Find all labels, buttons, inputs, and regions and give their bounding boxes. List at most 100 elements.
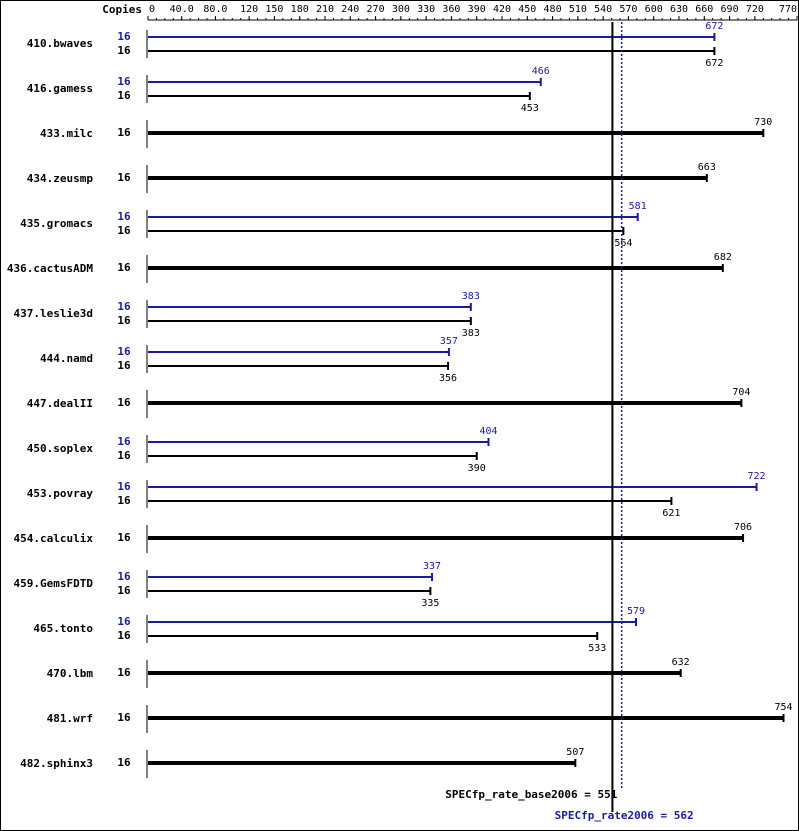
value-label: 383: [462, 328, 480, 339]
bar: [148, 401, 742, 405]
x-tick-label: 450: [518, 4, 536, 15]
category-label: 481.wrf: [47, 712, 93, 725]
category-label: 453.povray: [27, 487, 94, 500]
x-tick-label: 630: [670, 4, 688, 15]
value-label: 672: [705, 21, 723, 32]
x-tick-label: 600: [645, 4, 663, 15]
x-tick-label: 660: [695, 4, 713, 15]
copies-label: 16: [117, 300, 131, 313]
value-label: 754: [774, 702, 792, 713]
copies-header: Copies: [102, 3, 142, 16]
copies-label: 16: [117, 531, 131, 544]
category-label: 416.gamess: [27, 82, 93, 95]
value-label: 663: [698, 162, 716, 173]
value-label: 383: [462, 291, 480, 302]
value-label: 722: [748, 471, 766, 482]
bar: [148, 230, 624, 232]
copies-label: 16: [117, 44, 131, 57]
bar: [148, 441, 489, 443]
bar: [148, 671, 681, 675]
value-label: 337: [423, 561, 441, 572]
category-label: 437.leslie3d: [14, 307, 93, 320]
bar: [148, 36, 715, 38]
x-tick-label: 150: [265, 4, 283, 15]
value-label: 682: [714, 252, 732, 263]
value-label: 564: [614, 238, 632, 249]
x-tick-label: 480: [544, 4, 562, 15]
value-label: 466: [532, 66, 550, 77]
x-tick-label: 570: [619, 4, 637, 15]
bar: [148, 216, 638, 218]
category-label: 434.zeusmp: [27, 172, 94, 185]
x-tick-label: 210: [316, 4, 334, 15]
x-tick-label: 420: [493, 4, 511, 15]
copies-label: 16: [117, 570, 131, 583]
copies-label: 16: [117, 666, 131, 679]
value-label: 507: [566, 747, 584, 758]
bar: [148, 365, 449, 367]
value-label: 335: [421, 598, 439, 609]
reference-label: SPECfp_rate2006 = 562: [555, 809, 694, 822]
copies-label: 16: [117, 261, 131, 274]
copies-label: 16: [117, 435, 131, 448]
x-tick-label: 330: [417, 4, 435, 15]
copies-label: 16: [117, 396, 131, 409]
category-label: 436.cactusADM: [7, 262, 93, 275]
bar: [148, 455, 477, 457]
category-label: 433.milc: [40, 127, 93, 140]
copies-label: 16: [117, 314, 131, 327]
category-label: 435.gromacs: [20, 217, 93, 230]
copies-label: 16: [117, 615, 131, 628]
x-tick-label: 40.0: [170, 4, 194, 15]
value-label: 621: [662, 508, 680, 519]
bar: [148, 635, 598, 637]
bar: [148, 306, 471, 308]
category-label: 444.namd: [40, 352, 93, 365]
bar: [148, 131, 764, 135]
bar: [148, 351, 449, 353]
value-label: 704: [732, 387, 750, 398]
x-tick-label: 80.0: [203, 4, 227, 15]
bar: [148, 590, 431, 592]
x-tick-label: 720: [746, 4, 764, 15]
copies-label: 16: [117, 171, 131, 184]
value-label: 390: [468, 463, 486, 474]
category-label: 410.bwaves: [27, 37, 93, 50]
value-label: 356: [439, 373, 457, 384]
value-label: 404: [479, 426, 497, 437]
copies-label: 16: [117, 89, 131, 102]
copies-label: 16: [117, 711, 131, 724]
value-label: 453: [521, 103, 539, 114]
bar: [148, 761, 576, 765]
value-label: 533: [588, 643, 606, 654]
x-tick-label: 690: [721, 4, 739, 15]
category-label: 470.lbm: [47, 667, 94, 680]
value-label: 357: [440, 336, 458, 347]
x-tick-label: 240: [341, 4, 359, 15]
category-label: 482.sphinx3: [20, 757, 93, 770]
x-tick-label: 540: [594, 4, 612, 15]
copies-label: 16: [117, 224, 131, 237]
copies-label: 16: [117, 629, 131, 642]
x-tick-label: 510: [569, 4, 587, 15]
category-label: 447.dealII: [27, 397, 93, 410]
bar: [148, 95, 530, 97]
copies-label: 16: [117, 756, 131, 769]
bar: [148, 176, 707, 180]
category-label: 450.soplex: [27, 442, 94, 455]
value-label: 632: [672, 657, 690, 668]
bar: [148, 716, 784, 720]
bar: [148, 536, 744, 540]
bar: [148, 320, 471, 322]
value-label: 706: [734, 522, 752, 533]
value-label: 581: [629, 201, 647, 212]
bar: [148, 50, 715, 52]
category-label: 454.calculix: [14, 532, 94, 545]
copies-label: 16: [117, 345, 131, 358]
value-label: 579: [627, 606, 645, 617]
copies-label: 16: [117, 480, 131, 493]
copies-label: 16: [117, 126, 131, 139]
